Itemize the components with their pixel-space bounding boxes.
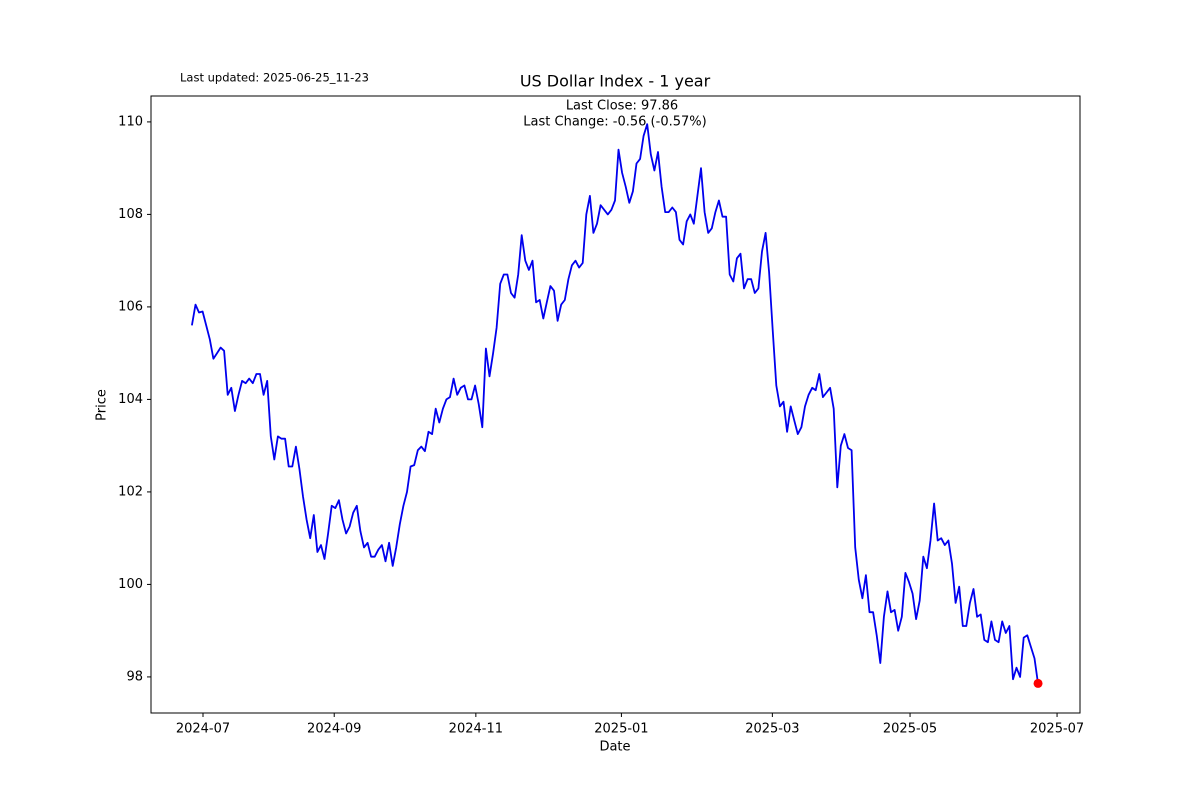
x-tick-label: 2025-07 (1030, 722, 1084, 737)
y-tick-label: 108 (118, 207, 143, 222)
last-point (1033, 678, 1043, 688)
x-tick-label: 2025-05 (883, 722, 937, 737)
x-tick-label: 2024-11 (449, 722, 503, 737)
y-tick-label: 110 (118, 114, 143, 129)
x-axis-label: Date (599, 740, 630, 755)
annotation: Last Close: 97.86 (566, 99, 678, 114)
x-tick-label: 2025-01 (594, 722, 648, 737)
x-tick-label: 2024-07 (176, 722, 230, 737)
y-tick-label: 98 (126, 669, 143, 684)
annotation: Last Change: -0.56 (-0.57%) (523, 115, 706, 130)
y-tick-label: 102 (118, 484, 143, 499)
y-tick-label: 100 (118, 577, 143, 592)
x-tick-label: 2024-09 (307, 722, 361, 737)
y-axis-label: Price (95, 389, 110, 421)
x-tick-label: 2025-03 (745, 722, 799, 737)
y-tick-label: 106 (118, 299, 143, 314)
plot-frame (150, 95, 1081, 714)
price-line (191, 123, 1039, 684)
y-tick-label: 104 (118, 392, 143, 407)
chart-title: US Dollar Index - 1 year (520, 72, 711, 91)
updated-note: Last updated: 2025-06-25_11-23 (180, 71, 369, 85)
